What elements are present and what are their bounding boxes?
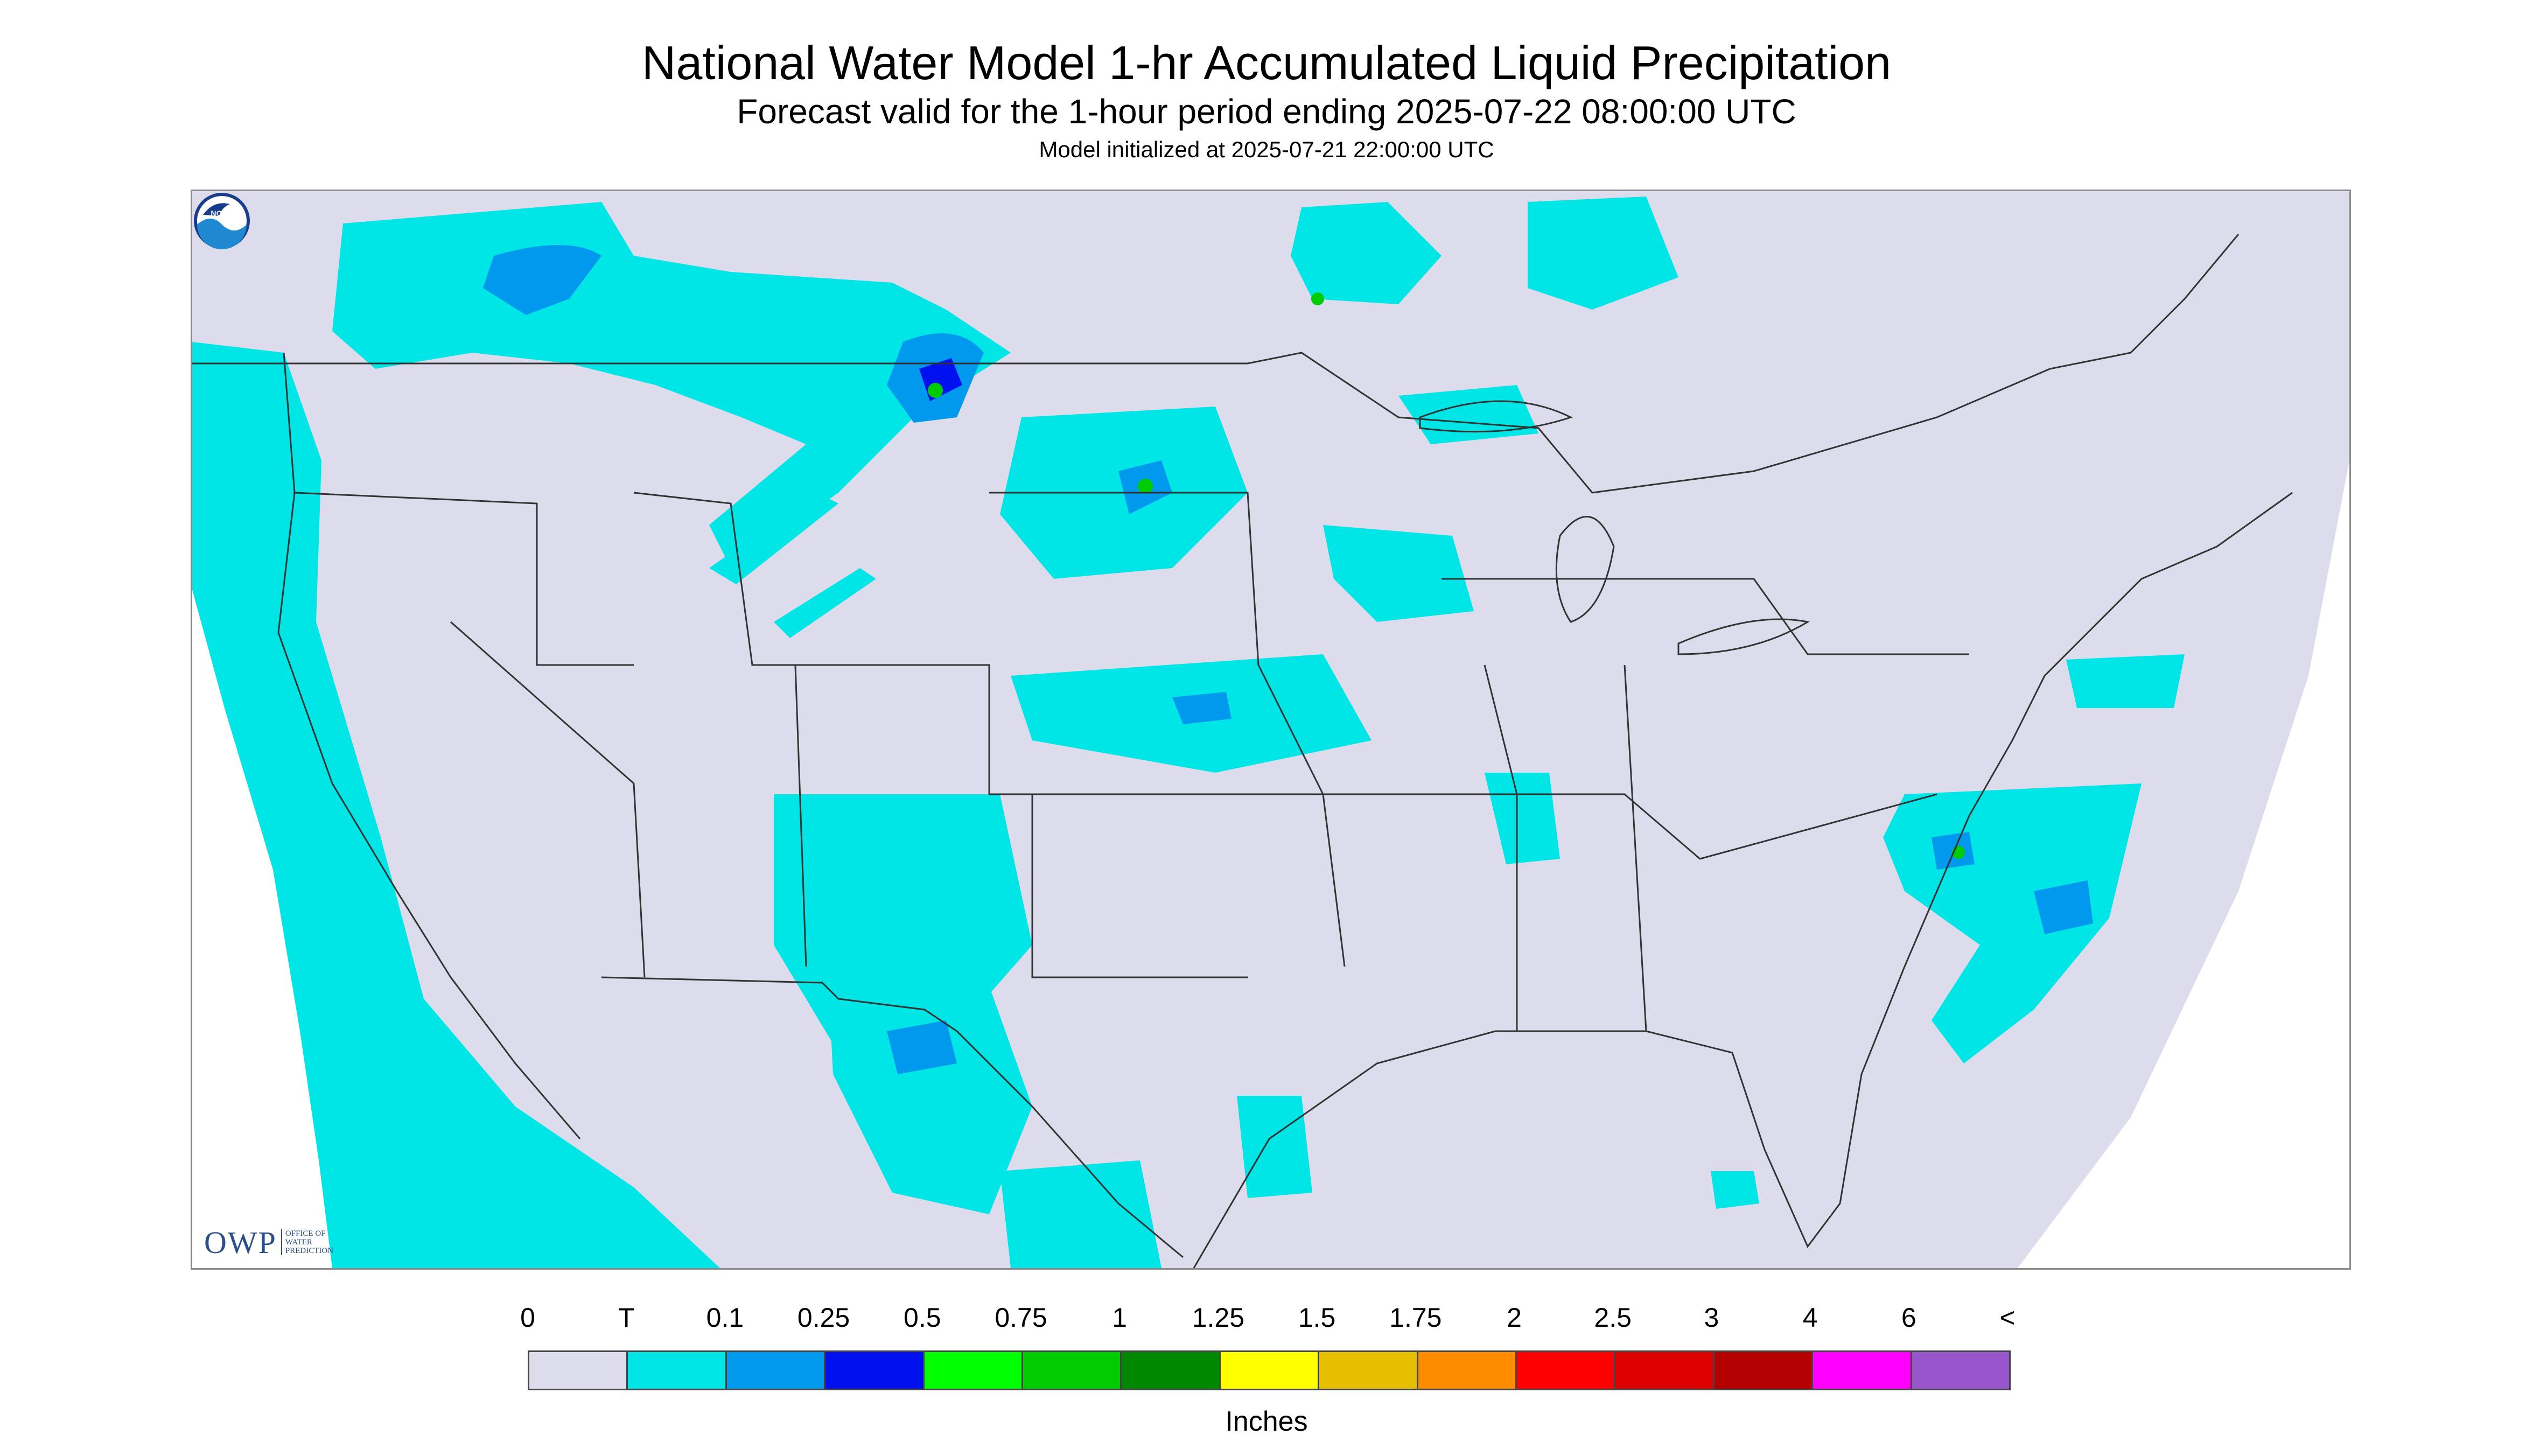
legend-tick-label: 4 — [1802, 1303, 1818, 1333]
west-coast — [277, 352, 581, 1139]
legend-tick-label: 1.5 — [1298, 1303, 1336, 1333]
pacific-precip-area — [192, 342, 720, 1268]
owp-logo-line-2: WATER — [285, 1238, 312, 1247]
atlantic-core-2 — [2034, 880, 2093, 934]
northern-moderate-band — [483, 245, 601, 315]
state-line-5 — [794, 664, 807, 967]
legend-tick-label: 1.25 — [1192, 1303, 1245, 1333]
legend-tick-label: 2 — [1507, 1303, 1522, 1333]
florida-precip — [1711, 1171, 1759, 1209]
noaa-logo-icon: NOAA — [194, 193, 250, 249]
legend-swatch — [1517, 1352, 1616, 1389]
owp-logo: OWP OFFICE OF WATER PREDICTION — [204, 1221, 333, 1264]
atlantic-northeast-precip — [2066, 654, 2185, 708]
gulf-coast — [1193, 492, 2293, 1268]
legend-tick-label: T — [618, 1303, 635, 1333]
state-line-4 — [450, 621, 646, 978]
owp-logo-mark: OWP — [204, 1224, 277, 1260]
legend-tick-label: 0.25 — [797, 1303, 850, 1333]
legend-swatch — [1714, 1352, 1814, 1389]
legend-tick-label: 0 — [520, 1303, 535, 1333]
great-lakes-michigan — [1555, 515, 1615, 623]
legend-swatch — [1813, 1352, 1912, 1389]
mexico-core — [887, 1020, 957, 1074]
dakota-heavy-core — [1138, 479, 1153, 494]
owp-logo-subtitle: OFFICE OF WATER PREDICTION — [281, 1229, 333, 1255]
forecast-valid-line: Forecast valid for the 1-hour period end… — [737, 92, 1796, 131]
kansas-core — [1172, 692, 1231, 724]
model-init-line: Model initialized at 2025-07-21 22:00:00… — [1039, 137, 1494, 162]
noaa-logo-text: NOAA — [211, 209, 233, 218]
state-line-2 — [633, 492, 1323, 795]
state-line-1 — [294, 492, 634, 666]
legend-tick-label: 2.5 — [1594, 1303, 1632, 1333]
map-title: National Water Model 1-hr Accumulated Li… — [641, 36, 1892, 89]
color-legend — [528, 1350, 2011, 1390]
montana-streaks — [709, 493, 876, 638]
legend-tick-label: 6 — [1901, 1303, 1916, 1333]
great-lakes-superior — [1419, 400, 1573, 433]
legend-tick-label: 0.5 — [904, 1303, 941, 1333]
state-line-3 — [989, 492, 1346, 967]
legend-tick-label: 0.75 — [995, 1303, 1047, 1333]
canada-east-precip-2 — [1528, 197, 1678, 310]
legend-tick-label: 1.75 — [1389, 1303, 1442, 1333]
owp-logo-line-1: OFFICE OF — [285, 1229, 326, 1238]
legend-swatch — [1122, 1352, 1221, 1389]
boundary-lines — [192, 234, 2293, 1268]
atlantic-precip — [1883, 783, 2142, 1063]
canada-us-border — [192, 234, 2240, 494]
gulf-precip — [1237, 1096, 1312, 1198]
legend-swatch — [1615, 1352, 1715, 1389]
mexico-precip — [828, 956, 1032, 1214]
legend-tick-label: 0.1 — [706, 1303, 744, 1333]
mississippi-precip — [1485, 773, 1560, 864]
legend-swatch — [628, 1352, 727, 1389]
us-mexico-border — [601, 976, 1184, 1258]
state-line-9 — [1484, 664, 1518, 1031]
state-line-7 — [1323, 793, 1937, 860]
precipitation-map: OWP OFFICE OF WATER PREDICTION NOAA — [191, 190, 2351, 1270]
owp-logo-line-3: PREDICTION — [285, 1247, 334, 1255]
legend-swatch — [1319, 1352, 1418, 1389]
mexico-south-precip — [1000, 1160, 1161, 1268]
state-line-8 — [1442, 578, 1969, 655]
legend-swatch — [1418, 1352, 1517, 1389]
legend-swatch — [726, 1352, 826, 1389]
outside-domain-left — [192, 590, 332, 1268]
canada-east-precip — [1291, 202, 1442, 304]
legend-swatch — [825, 1352, 925, 1389]
outside-domain-right — [2018, 460, 2349, 1268]
legend-swatch — [529, 1352, 628, 1389]
state-line-6 — [1031, 794, 1248, 978]
legend-units: Inches — [1225, 1406, 1308, 1437]
upper-midwest-precip — [1398, 385, 1538, 444]
legend-swatch — [1023, 1352, 1122, 1389]
legend-swatch — [924, 1352, 1024, 1389]
northern-very-heavy-cell — [928, 383, 943, 398]
iowa-precip — [1323, 525, 1474, 622]
legend-swatch — [1912, 1352, 2010, 1389]
state-line-10 — [1624, 664, 1647, 1032]
legend-swatch — [1220, 1352, 1320, 1389]
canada-east-core — [1311, 292, 1324, 305]
legend-tick-label: < — [1999, 1303, 2016, 1333]
map-canvas — [192, 197, 2349, 1268]
great-lakes-erie — [1677, 618, 1810, 655]
legend-tick-label: 3 — [1704, 1303, 1719, 1333]
legend-tick-label: 1 — [1112, 1303, 1128, 1333]
